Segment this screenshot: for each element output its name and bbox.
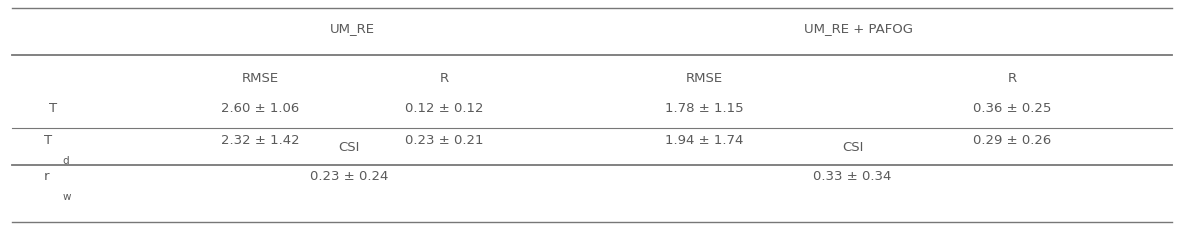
Text: UM_RE: UM_RE — [329, 22, 375, 35]
Text: R: R — [439, 72, 449, 85]
Text: T: T — [44, 133, 52, 146]
Text: 0.29 ± 0.26: 0.29 ± 0.26 — [973, 133, 1051, 146]
Text: 2.60 ± 1.06: 2.60 ± 1.06 — [221, 101, 300, 114]
Text: 1.94 ± 1.74: 1.94 ± 1.74 — [665, 133, 744, 146]
Text: UM_RE + PAFOG: UM_RE + PAFOG — [804, 22, 913, 35]
Text: w: w — [63, 191, 71, 201]
Text: 0.23 ± 0.21: 0.23 ± 0.21 — [405, 133, 483, 146]
Text: 0.33 ± 0.34: 0.33 ± 0.34 — [813, 169, 892, 182]
Text: CSI: CSI — [842, 141, 863, 153]
Text: d: d — [63, 155, 70, 165]
Text: 0.36 ± 0.25: 0.36 ± 0.25 — [973, 101, 1051, 114]
Text: RMSE: RMSE — [242, 72, 279, 85]
Text: R: R — [1008, 72, 1017, 85]
Text: 0.12 ± 0.12: 0.12 ± 0.12 — [405, 101, 483, 114]
Text: 1.78 ± 1.15: 1.78 ± 1.15 — [665, 101, 744, 114]
Text: RMSE: RMSE — [686, 72, 723, 85]
Text: CSI: CSI — [339, 141, 360, 153]
Text: r: r — [44, 169, 50, 182]
Text: 2.32 ± 1.42: 2.32 ± 1.42 — [221, 133, 300, 146]
Text: T: T — [50, 101, 57, 114]
Text: 0.23 ± 0.24: 0.23 ± 0.24 — [310, 169, 388, 182]
